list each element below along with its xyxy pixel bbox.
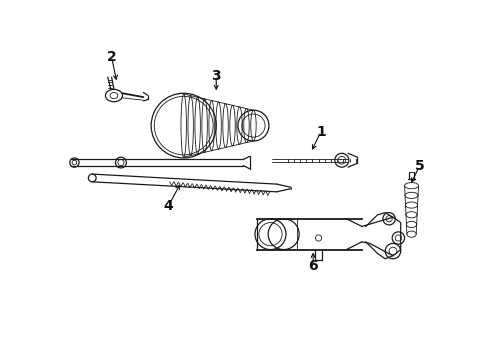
Text: 4: 4 (163, 199, 173, 213)
Text: 3: 3 (212, 68, 221, 82)
Text: 5: 5 (415, 159, 424, 174)
Text: 1: 1 (316, 125, 326, 139)
Text: 6: 6 (308, 260, 318, 274)
Text: 2: 2 (107, 50, 117, 64)
